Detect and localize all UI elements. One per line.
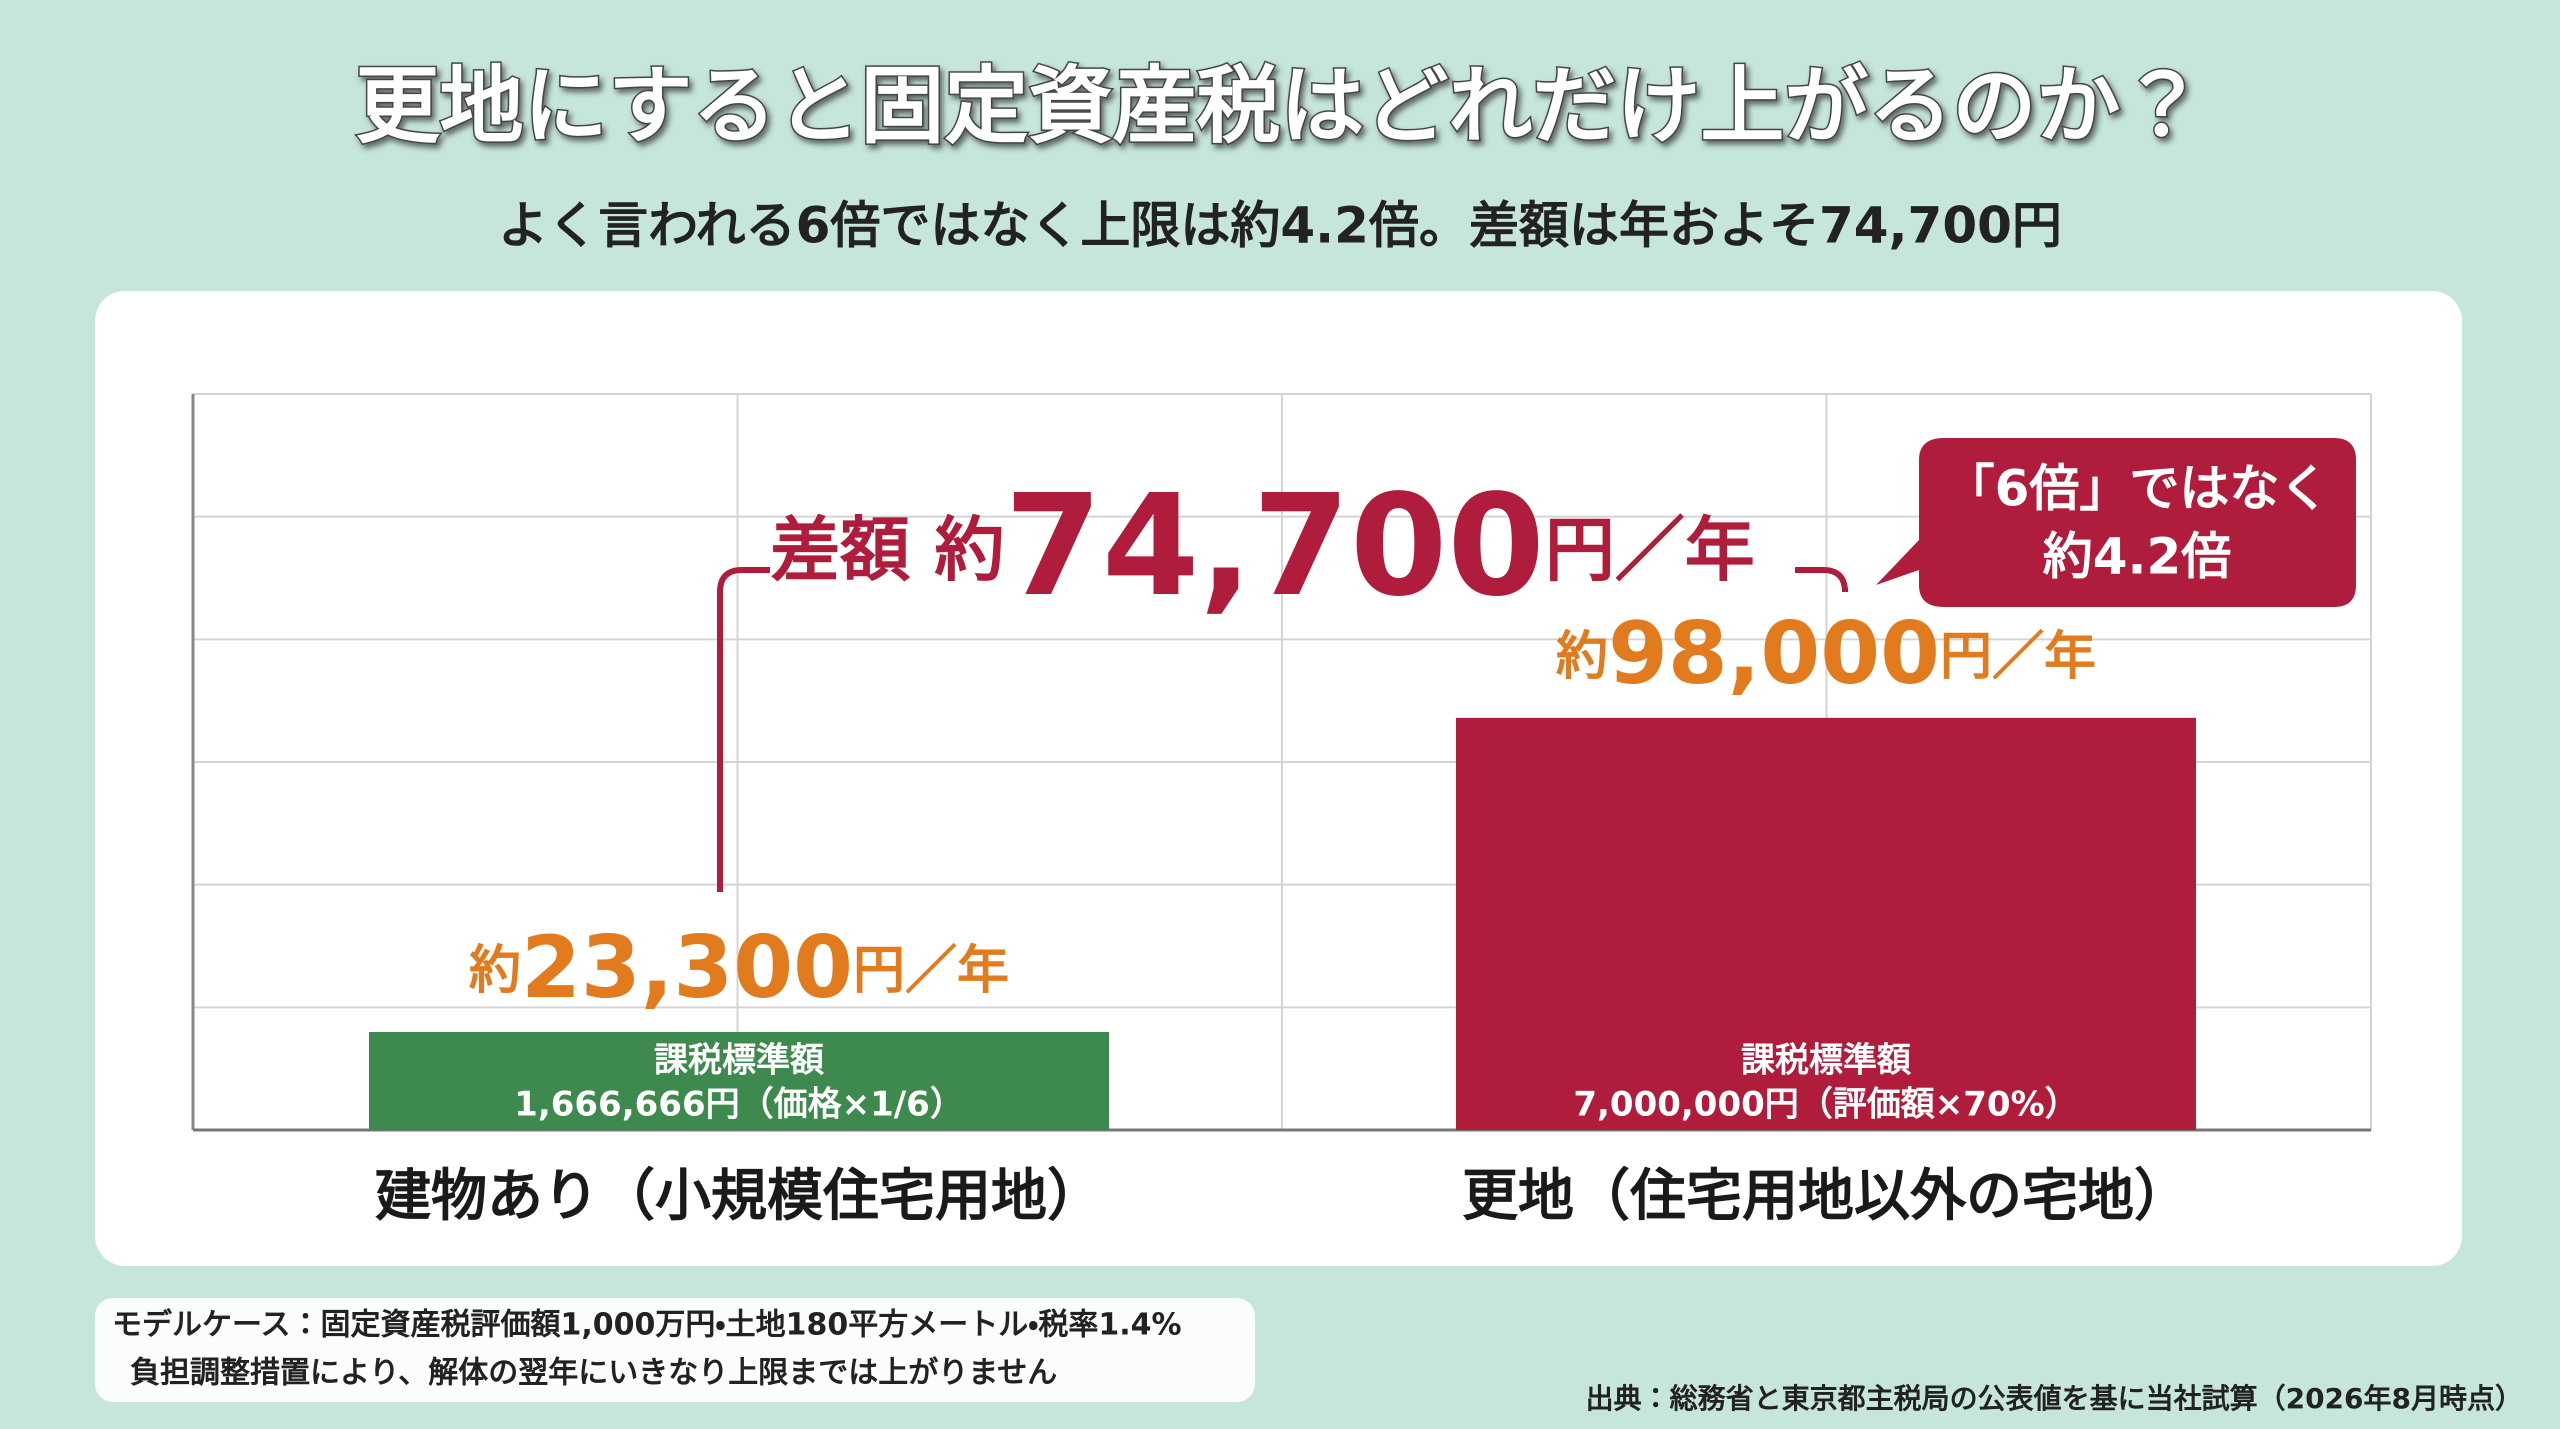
bar (1456, 717, 2196, 1130)
chart-title: 更地にすると固定資産税はどれだけ上がるのか？ (356, 57, 2205, 155)
difference-bracket (1795, 567, 1848, 593)
source: 出典：総務省と東京都主税局の公表値を基に当社試算（2026年8月時点） (1586, 1382, 2523, 1415)
note: 負担調整措置により、解体の翌年にいきなり上限までは上がりません (130, 1356, 1057, 1391)
bar-label: 課税標準額 (1741, 1041, 1912, 1081)
note: モデルケース：固定資産税評価額1,000万円・土地180平方メートル・税率1.4… (112, 1308, 1182, 1343)
bar (369, 1032, 1109, 1130)
bar-label: 7,000,000円（評価額×70%） (1573, 1085, 2078, 1125)
x-tick-label: 建物あり（小規模住宅用地） (375, 1164, 1103, 1229)
value-label: 約98,000円／年 (1556, 604, 2096, 704)
x-tick-label: 更地（住宅用地以外の宅地） (1462, 1164, 2190, 1229)
value-label: 約23,300円／年 (469, 918, 1009, 1018)
difference-bracket (717, 567, 770, 893)
callout-text: 「6倍」ではなく (1945, 460, 2330, 518)
notes-box (95, 1298, 1255, 1402)
bar-label: 1,666,666円（価格×1/6） (514, 1085, 964, 1125)
callout-text: 約4.2倍 (2043, 528, 2232, 586)
callout-box (1876, 438, 2356, 607)
plot: 約23,300円／年課税標準額1,666,666円（価格×1/6）建物あり（小規… (369, 438, 2356, 1229)
chart-subtitle: よく言われる6倍ではなく上限は約4.2倍。差額は年およそ74,700円 (498, 197, 2062, 255)
bar-label: 課税標準額 (654, 1041, 825, 1081)
difference-label: 差額 約74,700円／年 (770, 465, 1755, 628)
